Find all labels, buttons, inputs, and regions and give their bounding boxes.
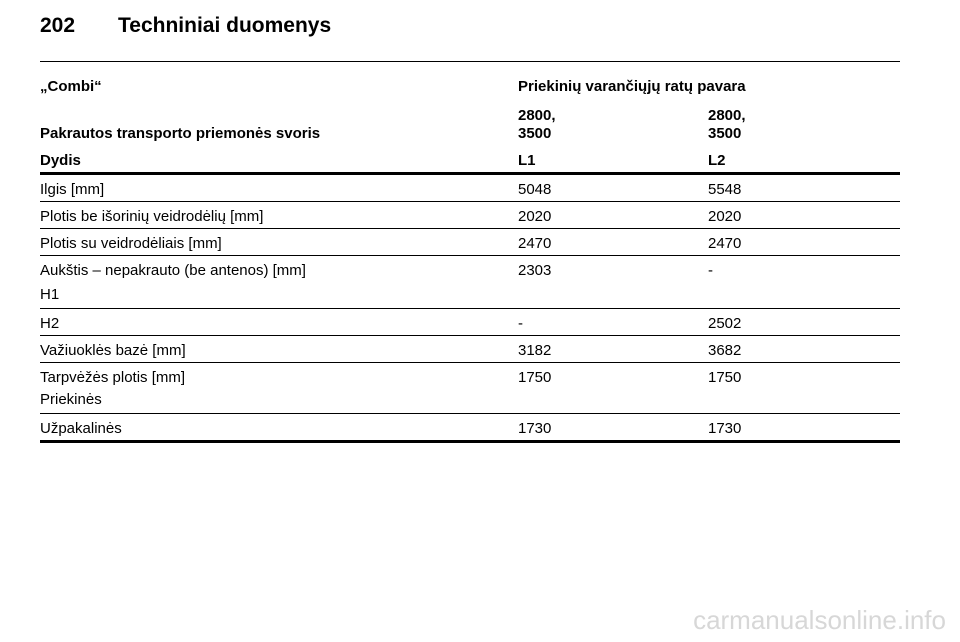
row-value-l2: - (708, 262, 713, 279)
row-value-l1: 2303 (518, 262, 552, 279)
table-bottom-rule (40, 440, 900, 443)
weight-value-l1-line1: 2800, (518, 107, 556, 124)
row-value-l2: 3682 (708, 342, 742, 359)
row-value-l1: - (518, 315, 523, 332)
row-label-width-with-mirrors: Plotis su veidrodėliais [mm] (40, 235, 222, 252)
page-title: Techniniai duomenys (118, 14, 332, 37)
weight-value-l1-line2: 3500 (518, 125, 552, 142)
row-label-h2: H2 (40, 315, 60, 332)
row-value-l1: 3182 (518, 342, 552, 359)
weight-value-l2-line1: 2800, (708, 107, 746, 124)
row-sublabel-front: Priekinės (40, 391, 102, 408)
page-number: 202 (40, 14, 76, 37)
row-value-l2: 5548 (708, 181, 742, 198)
weight-label: Pakrautos transporto priemonės svoris (40, 125, 321, 142)
row-label-width-no-mirrors: Plotis be išorinių veidrodėlių [mm] (40, 208, 264, 225)
row-value-l2: 2502 (708, 315, 742, 332)
row-label-height: Aukštis – nepakrauto (be antenos) [mm] (40, 262, 306, 279)
row-value-l1: 2470 (518, 235, 552, 252)
header-rule (40, 61, 900, 62)
row-divider (40, 335, 900, 336)
row-divider (40, 308, 900, 309)
row-divider (40, 413, 900, 414)
row-value-l2: 2470 (708, 235, 742, 252)
row-sublabel-h1: H1 (40, 286, 60, 303)
weight-value-l2-line2: 3500 (708, 125, 742, 142)
table-header-rule (40, 172, 900, 175)
row-label-track-width: Tarpvėžės plotis [mm] (40, 369, 186, 386)
row-label-length: Ilgis [mm] (40, 181, 105, 198)
size-l1: L1 (518, 152, 536, 169)
row-divider (40, 362, 900, 363)
watermark: carmanualsonline.info (693, 605, 946, 635)
row-value-l1: 2020 (518, 208, 552, 225)
row-value-l2: 1750 (708, 369, 742, 386)
drive-label: Priekinių varančiųjų ratų pavara (518, 78, 746, 95)
row-value-l1: 1730 (518, 420, 552, 437)
row-label-rear: Užpakalinės (40, 420, 122, 437)
row-divider (40, 255, 900, 256)
row-divider (40, 201, 900, 202)
size-l2: L2 (708, 152, 726, 169)
model-label: „Combi“ (40, 78, 102, 95)
row-value-l2: 2020 (708, 208, 742, 225)
row-value-l1: 5048 (518, 181, 552, 198)
row-value-l2: 1730 (708, 420, 742, 437)
row-value-l1: 1750 (518, 369, 552, 386)
row-label-wheelbase: Važiuoklės bazė [mm] (40, 342, 186, 359)
size-label: Dydis (40, 152, 81, 169)
row-divider (40, 228, 900, 229)
